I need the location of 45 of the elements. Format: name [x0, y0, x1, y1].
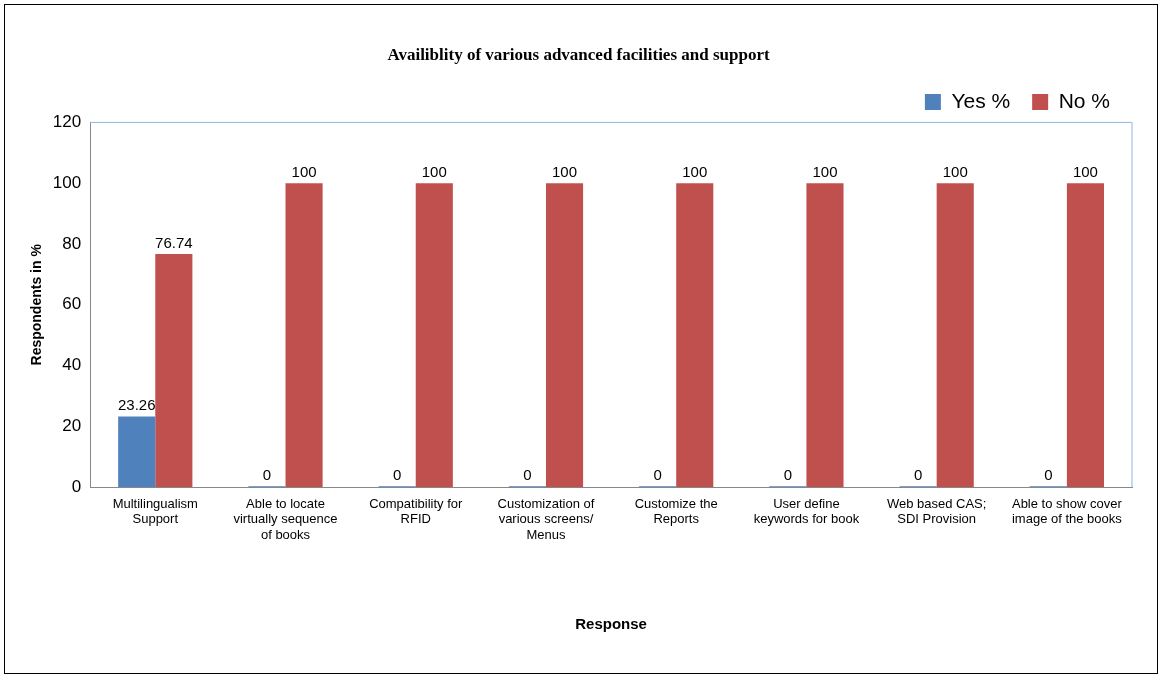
- bar: [806, 183, 844, 488]
- y-tick-label: 40: [62, 355, 82, 375]
- data-label: 0: [653, 465, 662, 483]
- x-axis-title: Response: [575, 615, 647, 633]
- x-tick-label: Able to locate virtually sequence of books: [233, 495, 338, 542]
- data-label: 0: [783, 465, 793, 483]
- bar: [936, 183, 974, 488]
- data-label: 0: [262, 465, 272, 483]
- data-label: 0: [1044, 465, 1053, 483]
- y-tick-label: 60: [62, 294, 82, 314]
- data-label: 0: [913, 465, 923, 483]
- data-label: 100: [1072, 162, 1098, 180]
- bar: [545, 183, 584, 488]
- chart-title: Availiblity of various advanced facilities and support: [387, 44, 770, 64]
- data-label: 100: [682, 162, 708, 180]
- data-label: 76.74: [155, 233, 193, 251]
- bar: [676, 183, 714, 488]
- y-axis-title: Respondents in %: [28, 243, 45, 366]
- legend-label: No %: [1058, 88, 1111, 112]
- x-tick-label: User define keywords for book: [753, 495, 860, 527]
- data-label: 0: [393, 465, 402, 483]
- y-tick-label: 0: [71, 476, 82, 496]
- data-label: 0: [523, 465, 532, 483]
- data-label: 100: [552, 162, 578, 180]
- y-tick-label: 80: [62, 233, 82, 253]
- y-tick-label: 20: [62, 416, 82, 436]
- bar: [285, 183, 323, 488]
- data-label: 100: [421, 162, 447, 180]
- y-tick-label: 100: [52, 172, 82, 192]
- x-tick-label: Web based CAS; SDI Provision: [886, 495, 987, 527]
- x-tick-label: Customization of various screens/ Menus: [497, 495, 595, 542]
- x-tick-label: Multilingualism Support: [112, 495, 198, 527]
- data-label: 100: [291, 162, 317, 180]
- x-tick-label: Able to show cover image of the books: [1011, 495, 1123, 527]
- y-tick-label: 120: [52, 112, 82, 132]
- legend-label: Yes %: [951, 88, 1011, 112]
- bar: [1066, 183, 1104, 488]
- data-label: 100: [942, 162, 968, 180]
- bar: [415, 183, 453, 488]
- data-label: 23.26: [117, 396, 156, 414]
- x-tick-label: Customize the Reports: [634, 495, 718, 527]
- bar: [155, 253, 193, 488]
- data-label: 100: [812, 162, 838, 180]
- bar: [118, 416, 156, 488]
- x-tick-label: Compatibility for RFID: [369, 495, 463, 527]
